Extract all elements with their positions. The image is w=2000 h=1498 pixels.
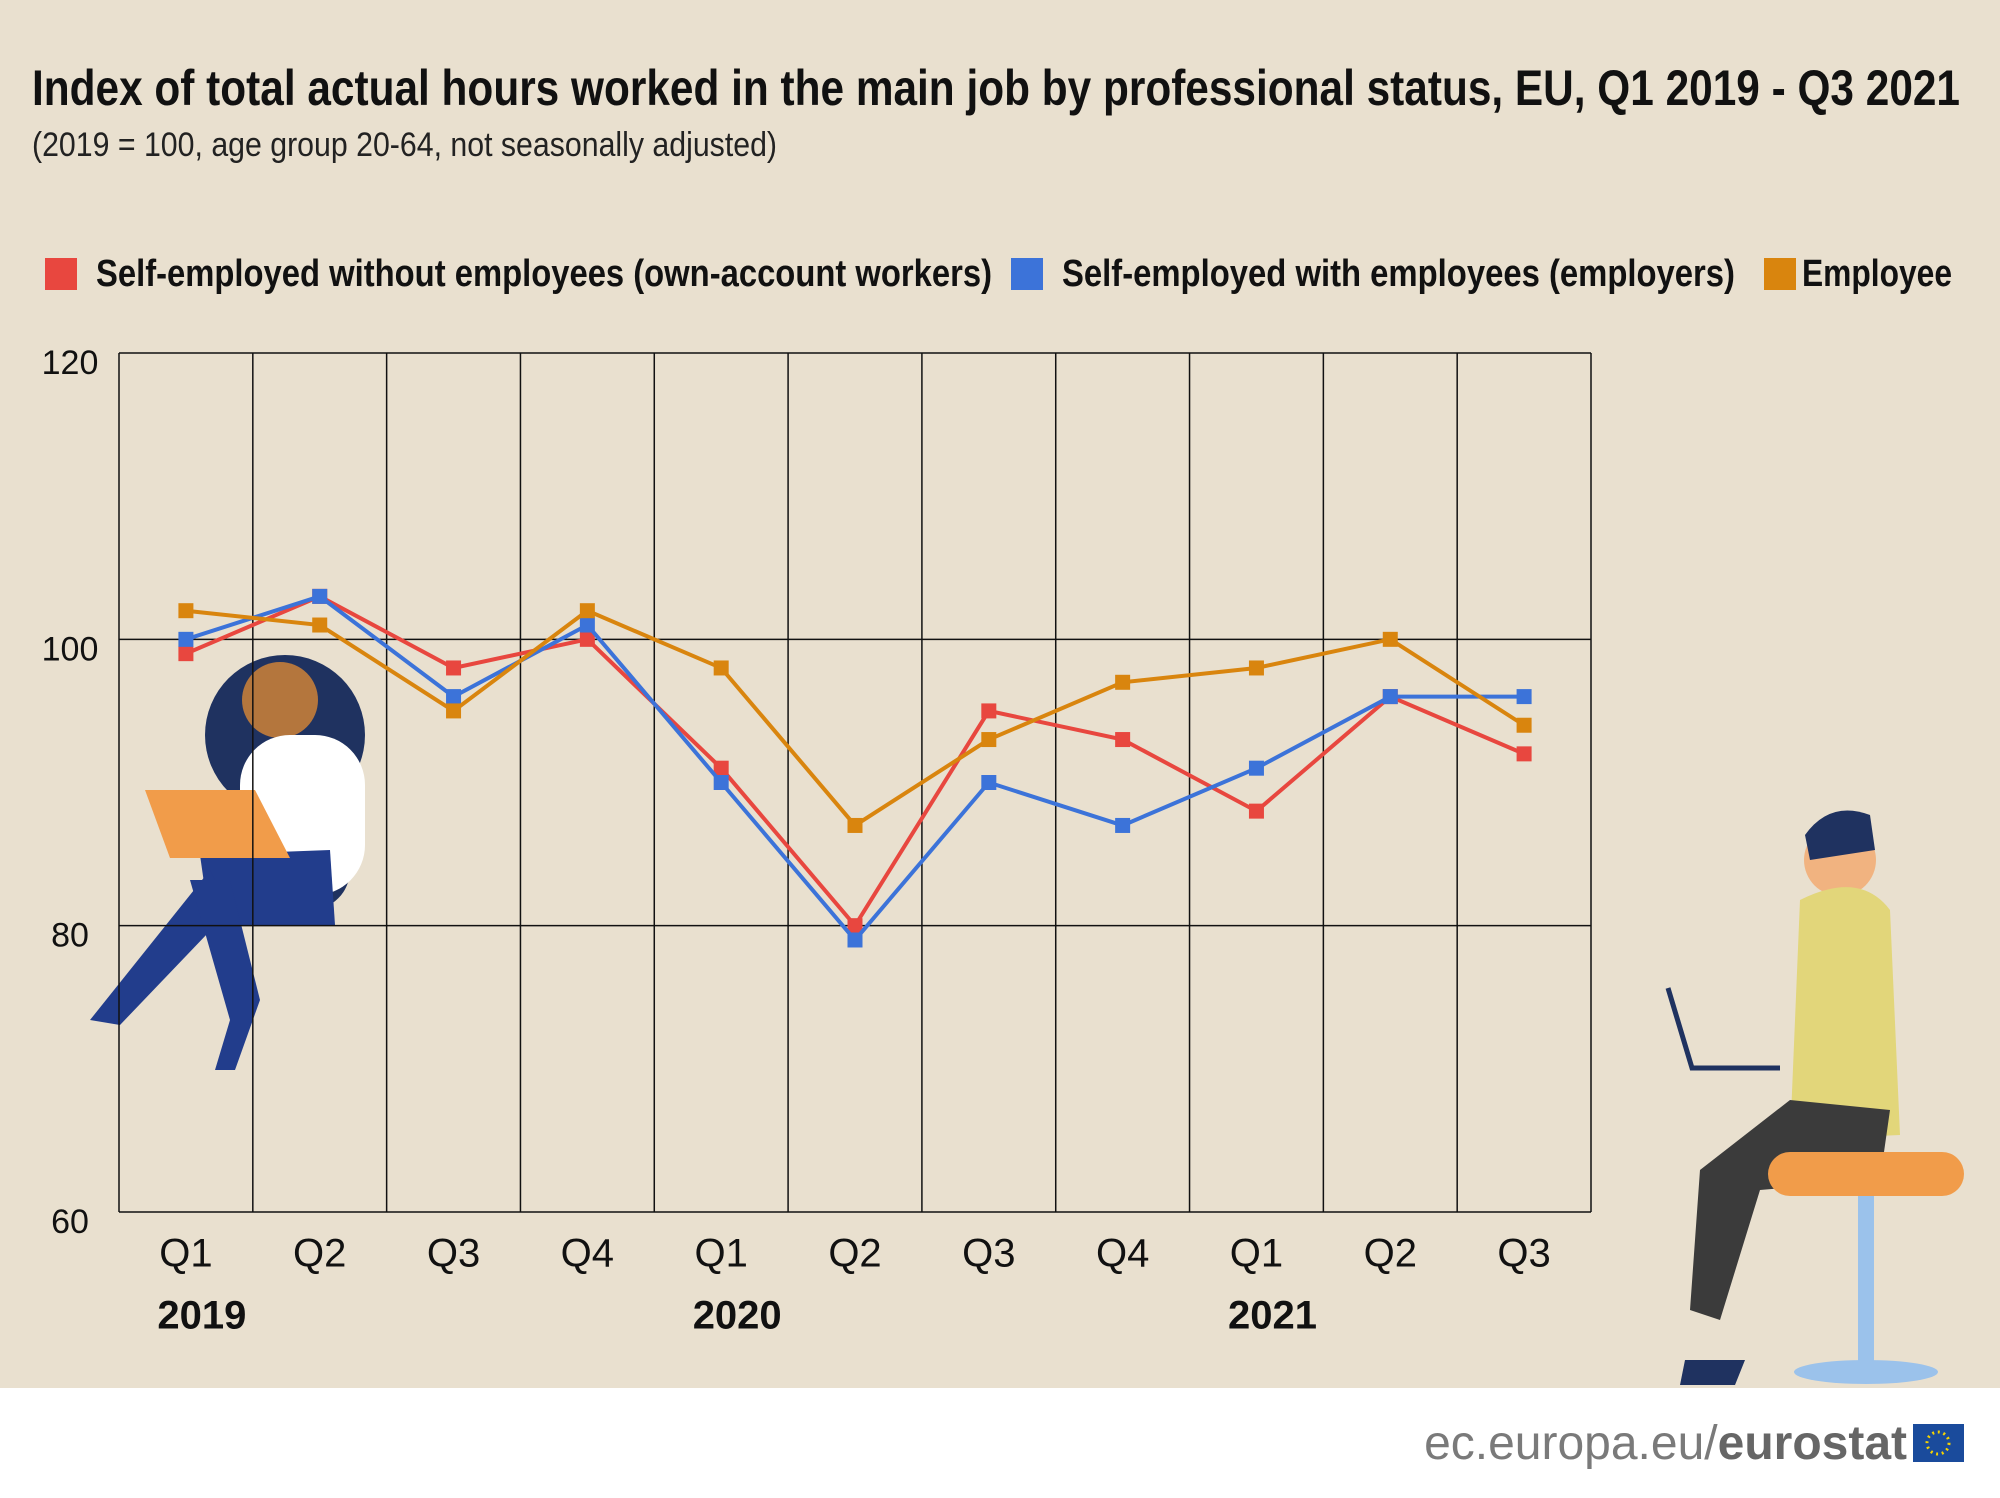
point bbox=[446, 689, 462, 705]
point bbox=[579, 631, 595, 647]
x-tick-label: Q3 bbox=[962, 1232, 1015, 1276]
y-tick-label: 80 bbox=[51, 917, 89, 955]
point bbox=[1248, 660, 1264, 676]
footer-site: ec.europa.eu/ bbox=[1424, 1417, 1718, 1470]
point bbox=[1115, 817, 1131, 833]
x-tick-label: Q4 bbox=[561, 1232, 614, 1276]
point bbox=[847, 932, 863, 948]
point bbox=[1516, 717, 1532, 733]
legend-swatch bbox=[45, 258, 77, 290]
point bbox=[1516, 689, 1532, 705]
point bbox=[847, 817, 863, 833]
chart-subtitle: (2019 = 100, age group 20-64, not season… bbox=[32, 126, 777, 164]
decoration-woman bbox=[90, 655, 365, 1070]
x-tick-label: Q2 bbox=[293, 1232, 346, 1276]
legend-swatch bbox=[1011, 258, 1043, 290]
point bbox=[713, 760, 729, 776]
footer-band bbox=[0, 1388, 2000, 1493]
x-group-label: 2019 bbox=[157, 1294, 246, 1338]
x-tick-label: Q1 bbox=[159, 1232, 212, 1276]
point bbox=[981, 775, 997, 790]
x-group-label: 2020 bbox=[693, 1294, 782, 1338]
point bbox=[178, 646, 194, 662]
eu-stars bbox=[1925, 1430, 1951, 1456]
x-tick-label: Q1 bbox=[1230, 1232, 1283, 1276]
point bbox=[312, 588, 328, 604]
point bbox=[1516, 746, 1532, 762]
decoration-man bbox=[1665, 810, 1964, 1385]
x-tick-label: Q2 bbox=[1364, 1232, 1417, 1276]
legend-label: Self-employed without employees (own-acc… bbox=[96, 253, 992, 295]
point bbox=[312, 617, 328, 633]
legend-label: Employee bbox=[1802, 253, 1952, 295]
point bbox=[847, 918, 863, 934]
x-tick-label: Q1 bbox=[695, 1232, 748, 1276]
x-tick-label: Q4 bbox=[1096, 1232, 1149, 1276]
point bbox=[713, 775, 729, 790]
x-tick-label: Q3 bbox=[427, 1232, 480, 1276]
point bbox=[981, 703, 997, 719]
footer: ec.europa.eu/eurostat bbox=[1424, 1417, 1907, 1470]
x-tick-label: Q2 bbox=[828, 1232, 881, 1276]
point bbox=[1382, 689, 1398, 705]
chart-title: Index of total actual hours worked in th… bbox=[32, 60, 1960, 116]
point bbox=[1382, 631, 1398, 647]
legend-swatch bbox=[1764, 258, 1796, 290]
point bbox=[579, 617, 595, 633]
point bbox=[1115, 732, 1131, 748]
y-tick-label: 100 bbox=[42, 630, 99, 668]
x-tick-label: Q3 bbox=[1497, 1232, 1550, 1276]
point bbox=[713, 660, 729, 676]
point bbox=[579, 603, 595, 619]
footer-brand: eurostat bbox=[1718, 1417, 1907, 1470]
y-tick-label: 120 bbox=[42, 344, 99, 382]
point bbox=[1115, 674, 1131, 690]
point bbox=[446, 660, 462, 676]
point bbox=[981, 732, 997, 748]
eu-flag bbox=[1913, 1424, 1964, 1462]
point bbox=[178, 603, 194, 619]
point bbox=[1248, 760, 1264, 776]
y-tick-label: 60 bbox=[51, 1203, 89, 1241]
legend-label: Self-employed with employees (employers) bbox=[1062, 253, 1735, 295]
point bbox=[178, 631, 194, 647]
point bbox=[1248, 803, 1264, 819]
x-group-label: 2021 bbox=[1228, 1294, 1317, 1338]
point bbox=[446, 703, 462, 719]
